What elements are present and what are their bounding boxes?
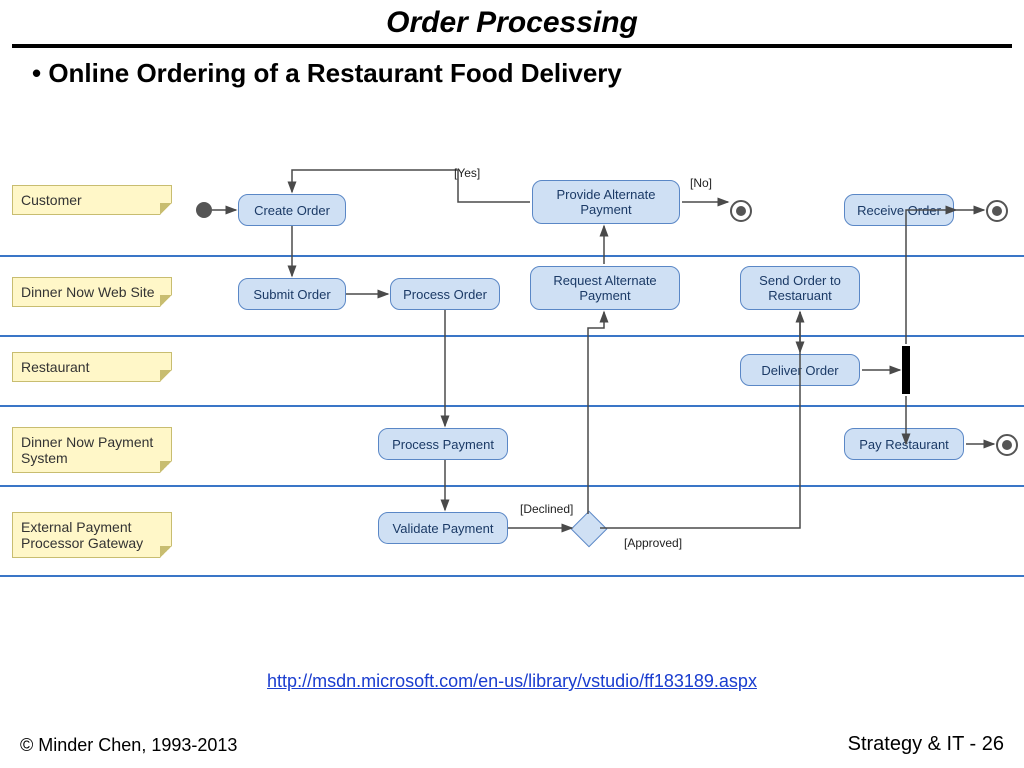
node-request: Request Alternate Payment [530, 266, 680, 310]
edge-label: [No] [690, 176, 712, 190]
edge-label: [Declined] [520, 502, 573, 516]
page-title: Order Processing [0, 0, 1024, 44]
node-start [196, 202, 212, 218]
lane-separator [0, 575, 1024, 577]
lane-label-customer: Customer [12, 185, 172, 215]
lane-separator [0, 335, 1024, 337]
node-receive: Receive Order [844, 194, 954, 226]
lane-separator [0, 485, 1024, 487]
node-process: Process Order [390, 278, 500, 310]
node-end2 [986, 200, 1008, 222]
edge-label: [Yes] [454, 166, 480, 180]
node-provide: Provide Alternate Payment [532, 180, 680, 224]
node-decision [571, 511, 608, 548]
node-end1 [730, 200, 752, 222]
footer-copyright: © Minder Chen, 1993-2013 [20, 735, 237, 756]
node-create: Create Order [238, 194, 346, 226]
node-send: Send Order to Restaruant [740, 266, 860, 310]
subtitle: Online Ordering of a Restaurant Food Del… [0, 48, 1024, 89]
node-bar [902, 346, 910, 394]
source-url[interactable]: http://msdn.microsoft.com/en-us/library/… [0, 671, 1024, 692]
lane-label-gateway: External Payment Processor Gateway [12, 512, 172, 558]
node-validate: Validate Payment [378, 512, 508, 544]
lane-separator [0, 255, 1024, 257]
node-submit: Submit Order [238, 278, 346, 310]
node-end3 [996, 434, 1018, 456]
swimlane-diagram: Customer Dinner Now Web Site Restaurant Din… [0, 150, 1024, 630]
lane-label-restaurant: Restaurant [12, 352, 172, 382]
lane-label-payment: Dinner Now Payment System [12, 427, 172, 473]
footer-page: Strategy & IT - 26 [848, 733, 1004, 756]
node-pay: Pay Restaurant [844, 428, 964, 460]
node-deliver: Deliver Order [740, 354, 860, 386]
lane-separator [0, 405, 1024, 407]
lane-label-website: Dinner Now Web Site [12, 277, 172, 307]
edge-label: [Approved] [624, 536, 682, 550]
node-procpay: Process Payment [378, 428, 508, 460]
